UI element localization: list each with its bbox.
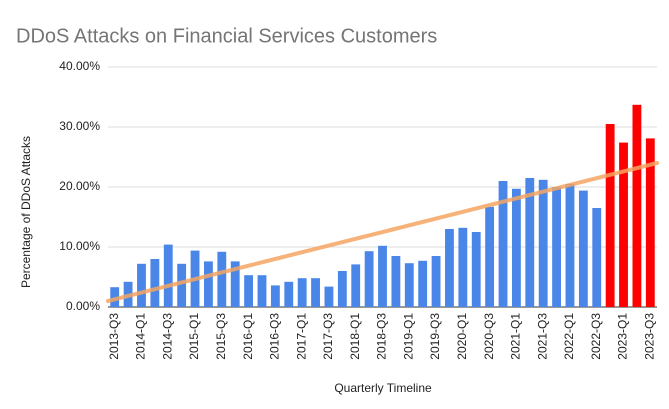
bar: [485, 206, 495, 307]
x-tick-label: 2016-Q1: [241, 313, 255, 360]
x-tick-label: 2019-Q3: [428, 313, 442, 360]
x-tick-label: 2020-Q1: [455, 313, 469, 360]
bar: [284, 281, 294, 307]
x-tick-label: 2018-Q3: [375, 313, 389, 360]
bar: [351, 264, 361, 307]
bar: [552, 187, 561, 307]
bar: [404, 263, 414, 307]
bar: [525, 178, 535, 307]
bar: [458, 227, 468, 307]
bar: [498, 181, 508, 307]
y-axis-label: Percentage of DDoS Attacks: [19, 136, 33, 288]
chart-title: DDoS Attacks on Financial Services Custo…: [16, 25, 437, 47]
x-tick-label: 2017-Q1: [294, 313, 308, 360]
trendline: [106, 161, 659, 303]
x-tick-label: 2023-Q3: [642, 313, 656, 360]
bar: [391, 256, 401, 307]
bar: [619, 142, 628, 307]
bar: [431, 256, 441, 307]
bar: [270, 285, 280, 307]
bar: [177, 263, 187, 307]
bar: [297, 278, 307, 307]
bar: [592, 208, 602, 307]
x-tick-label: 2023-Q1: [616, 313, 630, 360]
x-tick-label: 2019-Q1: [401, 313, 415, 360]
bar: [364, 251, 374, 307]
bar: [163, 244, 173, 307]
bar: [137, 263, 146, 307]
x-tick-label: 2018-Q1: [348, 313, 362, 360]
bar: [538, 179, 548, 307]
bar: [324, 286, 334, 307]
bar: [378, 245, 387, 307]
bar: [578, 190, 588, 307]
bar: [645, 138, 655, 307]
x-tick-label: 2022-Q3: [589, 313, 603, 360]
y-tick-label: 40.00%: [59, 59, 100, 73]
bar: [110, 287, 120, 307]
bar: [565, 184, 575, 307]
x-tick-label: 2015-Q3: [214, 313, 228, 360]
x-tick-label: 2022-Q1: [562, 313, 576, 360]
x-tick-label: 2014-Q1: [134, 313, 148, 360]
bar: [217, 251, 227, 307]
x-tick-label: 2015-Q1: [187, 313, 201, 360]
bar: [204, 261, 213, 307]
bar: [632, 104, 642, 307]
bar: [418, 260, 428, 307]
bar: [150, 259, 160, 307]
x-tick-label: 2014-Q3: [160, 313, 174, 360]
bar: [230, 261, 240, 307]
bar: [511, 188, 521, 307]
bar: [445, 229, 454, 307]
y-tick-label: 10.00%: [59, 239, 100, 253]
x-tick-label: 2020-Q3: [482, 313, 496, 360]
bar: [311, 278, 320, 307]
bar: [244, 275, 254, 307]
y-tick-label: 30.00%: [59, 119, 100, 133]
y-tick-label: 20.00%: [59, 179, 100, 193]
x-axis-label: Quarterly Timeline: [334, 381, 432, 395]
x-tick-label: 2021-Q3: [535, 313, 549, 360]
bar: [257, 275, 267, 307]
x-tick-label: 2016-Q3: [268, 313, 282, 360]
x-tick-label: 2017-Q3: [321, 313, 335, 360]
bar: [337, 271, 347, 307]
x-tick-label: 2013-Q3: [107, 313, 121, 360]
x-tick-label: 2021-Q1: [509, 313, 523, 360]
y-tick-label: 0.00%: [66, 299, 100, 313]
bar: [605, 124, 615, 307]
bar: [471, 232, 481, 307]
